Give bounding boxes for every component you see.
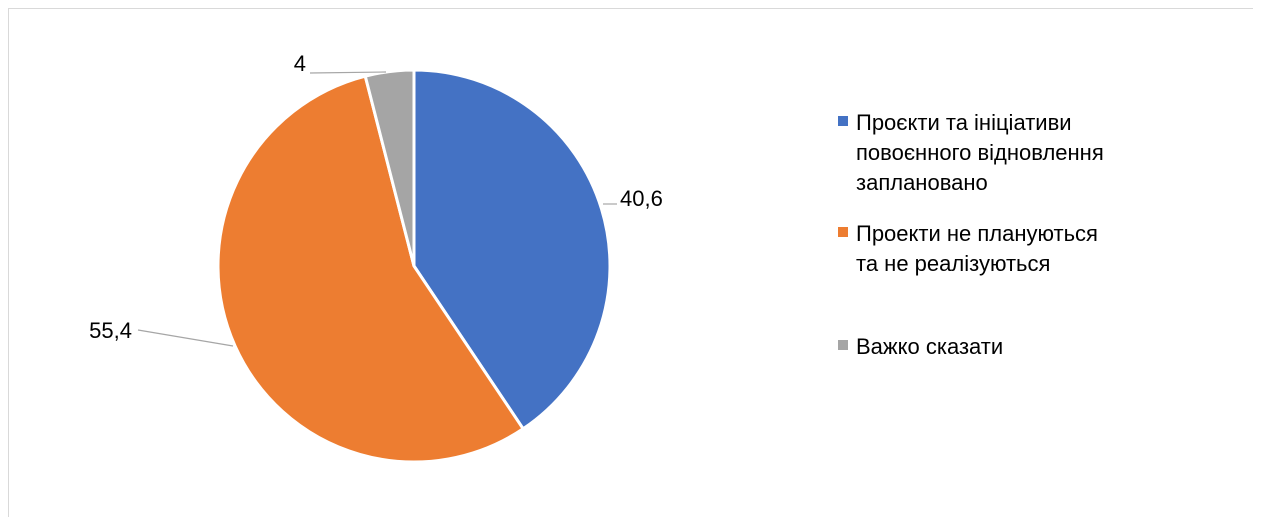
pie-slice-not-planned [216,74,525,464]
legend-label-hard-to-say: Важко сказати [856,334,1004,359]
leader-line-hard-to-say [309,71,387,74]
leader-line-not-planned [137,329,234,347]
legend-swatch-not-planned [838,227,848,237]
chart-area [8,8,1253,517]
legend-swatch-hard-to-say [838,340,848,350]
legend-item-hard-to-say: Важко сказати [838,332,1196,362]
legend: Проєкти та ініціативи повоєнного відновл… [838,0,1238,517]
data-label-planned: 40,6 [620,186,663,211]
data-label-not-planned: 55,4 [89,318,132,343]
pie-slice-planned [412,68,612,431]
legend-swatch-planned [838,116,848,126]
data-label-hard-to-say: 4 [294,51,306,76]
legend-item-not-planned: Проекти не плануються та не реалізуються [838,219,1196,279]
pie-slice-hard-to-say [363,68,416,268]
legend-label-planned: Проєкти та ініціативи повоєнного відновл… [856,110,1104,195]
legend-item-planned: Проєкти та ініціативи повоєнного відновл… [838,108,1196,198]
legend-label-not-planned: Проекти не плануються та не реалізуються [856,221,1098,276]
